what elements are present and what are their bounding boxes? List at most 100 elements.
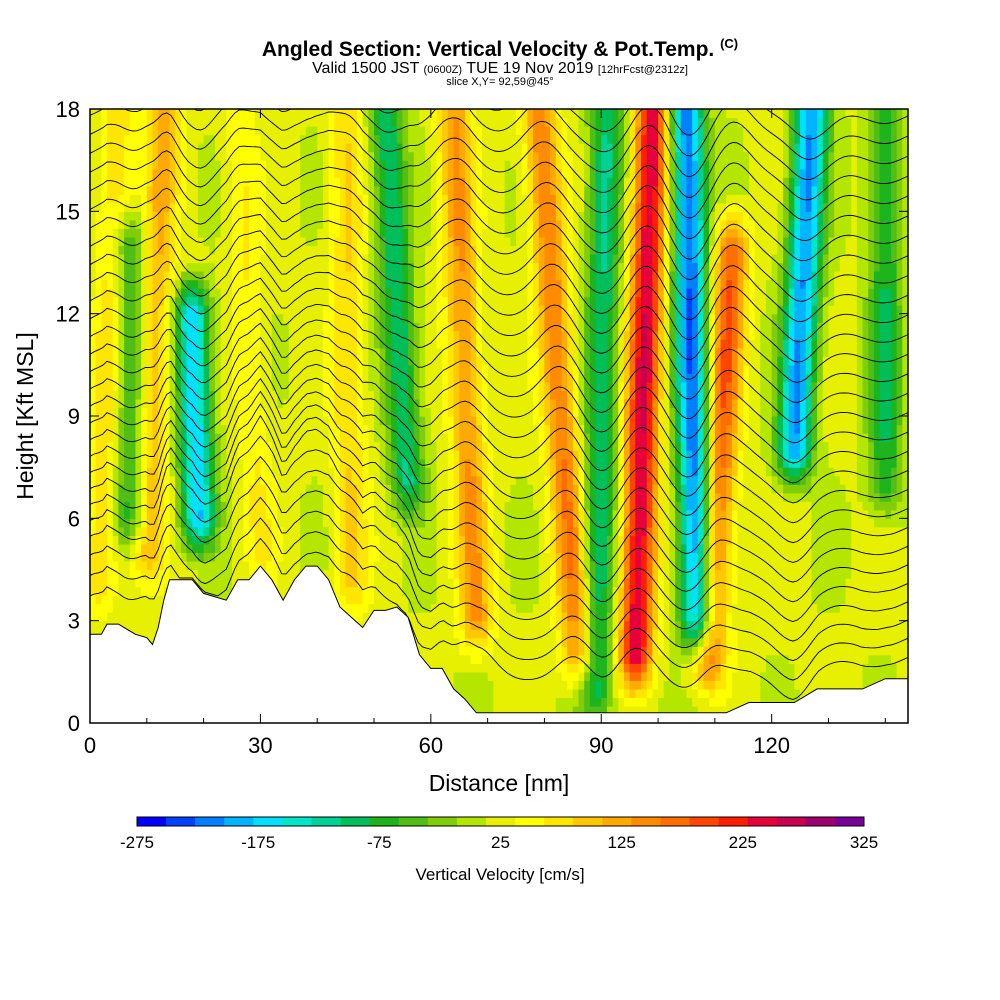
velocity-cell — [430, 620, 438, 630]
velocity-cell — [220, 288, 227, 298]
velocity-cell — [226, 151, 233, 161]
velocity-cell — [385, 322, 392, 332]
velocity-cell — [408, 433, 415, 443]
velocity-cell — [186, 424, 193, 434]
velocity-cell — [101, 424, 108, 434]
velocity-cell — [203, 526, 210, 536]
velocity-cell — [328, 424, 335, 434]
velocity-cell — [118, 168, 125, 178]
velocity-cell — [447, 526, 455, 536]
velocity-cell — [356, 177, 364, 187]
velocity-cell — [175, 364, 182, 374]
velocity-cell — [362, 450, 369, 460]
velocity-cell — [169, 535, 176, 545]
velocity-cell — [169, 202, 176, 212]
velocity-cell — [249, 236, 256, 247]
velocity-cell — [425, 475, 432, 485]
velocity-cell — [163, 296, 171, 306]
velocity-cell — [391, 458, 398, 468]
velocity-cell — [419, 253, 426, 264]
velocity-cell — [470, 433, 477, 443]
velocity-cell — [186, 151, 193, 161]
velocity-cell — [118, 390, 125, 400]
velocity-cell — [334, 424, 341, 434]
velocity-cell — [311, 501, 318, 511]
velocity-cell — [197, 407, 205, 417]
velocity-cell — [294, 416, 301, 426]
velocity-cell — [430, 288, 438, 298]
velocity-cell — [260, 236, 267, 247]
velocity-cell — [192, 484, 199, 494]
velocity-cell — [107, 373, 114, 383]
velocity-cell — [425, 620, 432, 630]
velocity-cell — [169, 177, 176, 187]
velocity-cell — [249, 126, 256, 136]
velocity-cell — [442, 552, 449, 562]
velocity-cell — [283, 262, 290, 272]
velocity-cell — [459, 117, 466, 127]
velocity-cell — [362, 398, 369, 409]
velocity-cell — [192, 578, 199, 588]
velocity-cell — [158, 364, 165, 374]
velocity-cell — [339, 211, 347, 221]
velocity-cell — [237, 228, 244, 238]
velocity-cell — [124, 433, 131, 443]
velocity-cell — [391, 560, 398, 571]
velocity-cell — [391, 526, 398, 536]
velocity-cell — [322, 484, 330, 494]
velocity-cell — [453, 501, 460, 511]
velocity-cell — [129, 262, 137, 272]
velocity-cell — [95, 134, 102, 144]
velocity-cell — [459, 560, 466, 571]
velocity-cell — [453, 381, 460, 392]
velocity-cell — [135, 629, 142, 639]
velocity-cell — [368, 322, 375, 332]
velocity-cell — [362, 467, 369, 477]
velocity-cell — [311, 509, 318, 519]
velocity-cell — [413, 202, 421, 212]
velocity-cell — [214, 398, 222, 409]
velocity-cell — [362, 526, 369, 536]
velocity-cell — [379, 543, 386, 554]
velocity-cell — [374, 484, 381, 494]
velocity-cell — [266, 211, 273, 221]
velocity-cell — [408, 424, 415, 434]
velocity-cell — [180, 202, 188, 212]
velocity-cell — [328, 330, 335, 340]
velocity-cell — [220, 117, 227, 127]
velocity-cell — [442, 109, 449, 119]
velocity-cell — [464, 245, 472, 255]
velocity-cell — [95, 177, 102, 187]
velocity-cell — [124, 296, 131, 306]
velocity-cell — [311, 219, 318, 229]
velocity-cell — [107, 552, 114, 562]
velocity-cell — [396, 194, 404, 204]
velocity-cell — [266, 288, 273, 298]
velocity-cell — [135, 228, 142, 238]
velocity-cell — [180, 160, 188, 170]
velocity-cell — [180, 484, 188, 494]
velocity-cell — [419, 492, 426, 502]
velocity-cell — [186, 160, 193, 170]
velocity-cell — [243, 552, 250, 562]
velocity-cell — [124, 253, 131, 264]
velocity-cell — [260, 143, 267, 153]
velocity-cell — [209, 271, 216, 281]
velocity-cell — [186, 168, 193, 178]
velocity-cell — [277, 492, 284, 502]
velocity-cell — [374, 552, 381, 562]
velocity-cell — [90, 177, 97, 187]
velocity-cell — [311, 441, 318, 451]
velocity-cell — [209, 381, 216, 392]
velocity-cell — [334, 578, 341, 588]
velocity-cell — [470, 688, 477, 699]
velocity-cell — [311, 262, 318, 272]
velocity-cell — [413, 347, 421, 357]
velocity-cell — [379, 501, 386, 511]
velocity-cell — [186, 467, 193, 477]
velocity-cell — [129, 288, 137, 298]
velocity-cell — [379, 416, 386, 426]
velocity-cell — [430, 185, 438, 195]
velocity-cell — [305, 535, 313, 545]
velocity-cell — [203, 381, 210, 392]
